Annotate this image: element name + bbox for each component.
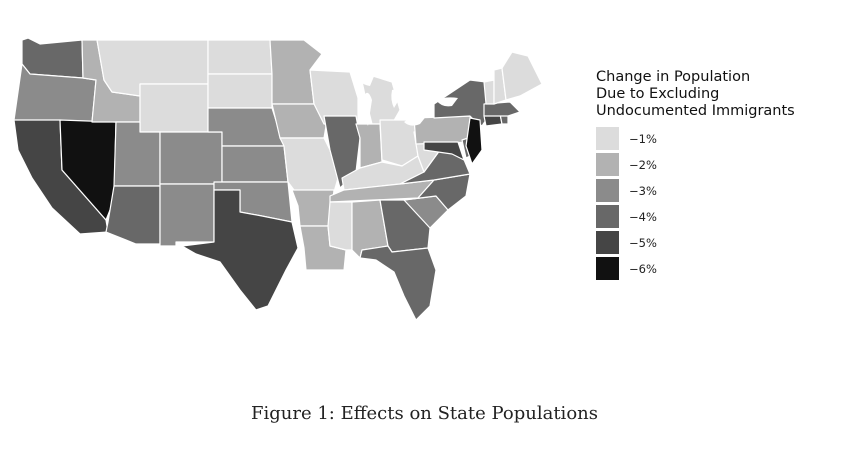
legend-title-line-1: Change in Population bbox=[596, 69, 750, 85]
state-florida: Florida bbox=[359, 245, 437, 321]
legend-label: −1% bbox=[629, 132, 657, 146]
state-north-dakota: North Dakota bbox=[207, 39, 273, 75]
legend-swatch bbox=[596, 257, 619, 280]
legend: Change in Population Due to Excluding Un… bbox=[596, 69, 795, 280]
legend-swatch bbox=[596, 205, 619, 228]
state-arkansas: Arkansas bbox=[291, 189, 335, 227]
state-new-jersey: New Jersey bbox=[465, 117, 483, 165]
legend-label: −4% bbox=[629, 210, 657, 224]
states-layer: WashingtonOregonCaliforniaNevadaIdahoMon… bbox=[13, 37, 543, 321]
legend-swatch bbox=[596, 127, 619, 150]
state-indiana: Indiana bbox=[355, 123, 383, 169]
state-massachusetts: Massachusetts bbox=[483, 101, 521, 117]
state-arizona: Arizona bbox=[105, 185, 161, 245]
legend-label: −6% bbox=[629, 262, 657, 276]
legend-label: −3% bbox=[629, 184, 657, 198]
state-maine: Maine bbox=[501, 51, 543, 101]
state-utah: Utah bbox=[113, 121, 161, 187]
lake-erie bbox=[404, 114, 428, 126]
lake-ontario bbox=[436, 97, 458, 107]
state-new-york: New York bbox=[433, 79, 491, 127]
lake-superior bbox=[352, 69, 375, 86]
legend-swatch bbox=[596, 179, 619, 202]
legend-title-line-2: Due to Excluding bbox=[596, 86, 719, 102]
state-vermont: Vermont bbox=[483, 79, 495, 105]
state-maryland: Maryland bbox=[423, 141, 465, 161]
lake-huron bbox=[391, 89, 400, 108]
state-wyoming: Wyoming bbox=[139, 83, 209, 133]
state-south-dakota: South Dakota bbox=[207, 73, 273, 109]
legend-title-line-3: Undocumented Immigrants bbox=[596, 103, 795, 119]
legend-swatch bbox=[596, 231, 619, 254]
figure-caption: Figure 1: Effects on State Populations bbox=[251, 403, 598, 424]
great-lakes bbox=[352, 69, 458, 126]
lake-michigan bbox=[363, 92, 372, 126]
legend-label: −5% bbox=[629, 236, 657, 250]
legend-items: −1% −2% −3% −4% −5% −6% bbox=[596, 127, 657, 280]
legend-label: −2% bbox=[629, 158, 657, 172]
state-mississippi: Mississippi bbox=[327, 201, 353, 251]
state-kansas: Kansas bbox=[221, 145, 289, 183]
state-texas: Texas bbox=[181, 189, 299, 311]
legend-swatch bbox=[596, 153, 619, 176]
state-washington: Washington bbox=[21, 37, 84, 79]
state-new-mexico: New Mexico bbox=[159, 183, 215, 247]
state-colorado: Colorado bbox=[159, 131, 223, 185]
